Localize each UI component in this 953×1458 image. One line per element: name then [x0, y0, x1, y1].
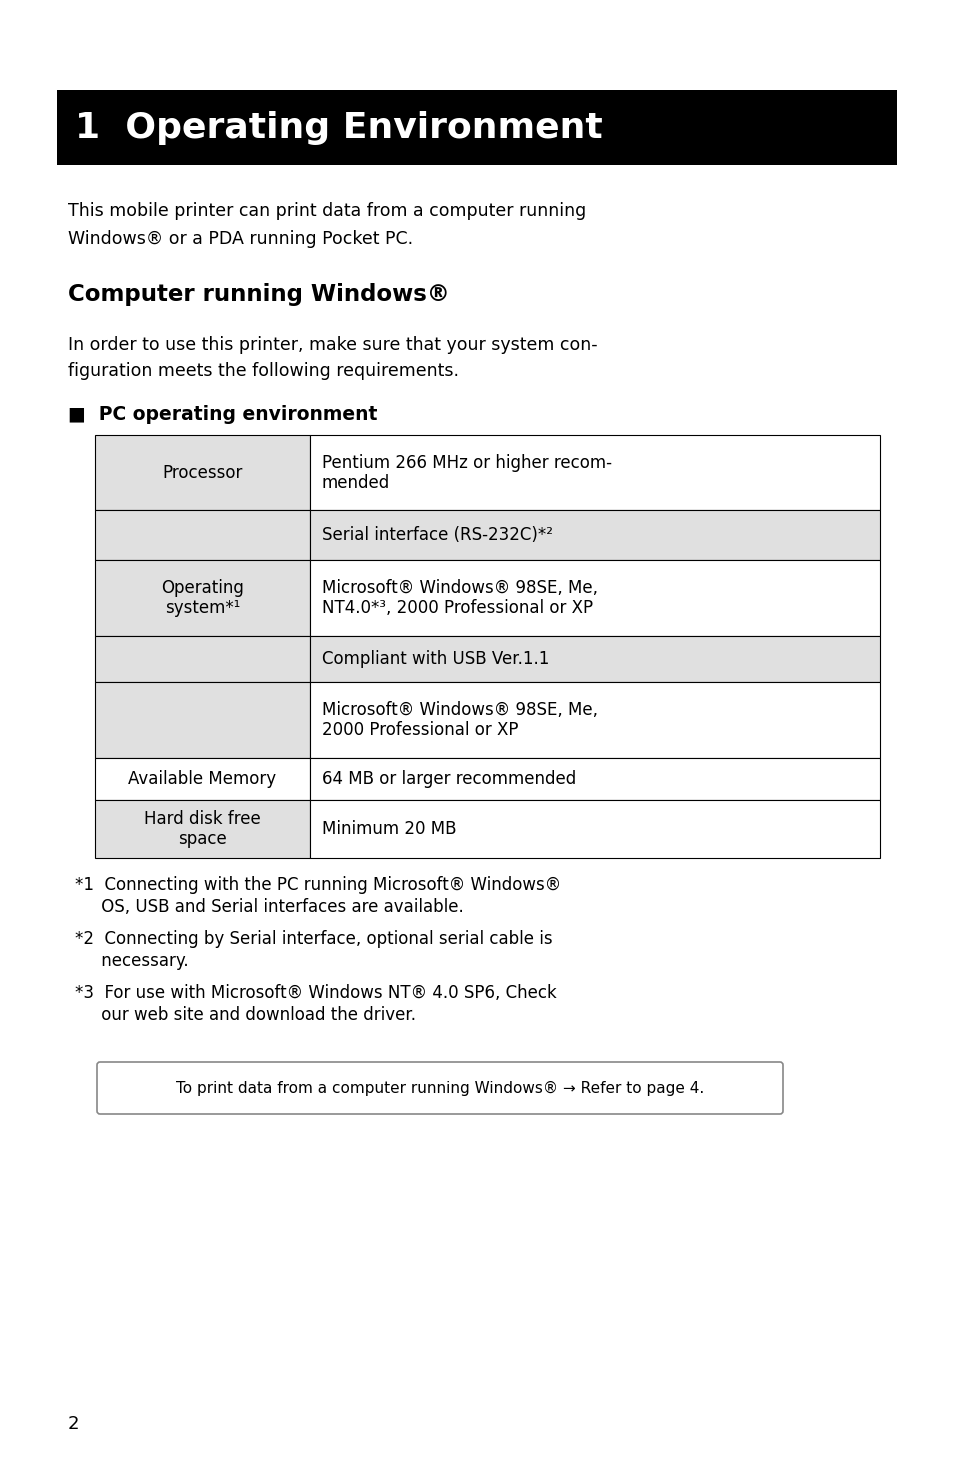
Text: Microsoft® Windows® 98SE, Me,: Microsoft® Windows® 98SE, Me, [322, 701, 598, 719]
Text: Computer running Windows®: Computer running Windows® [68, 283, 449, 306]
Text: ■  PC operating environment: ■ PC operating environment [68, 405, 377, 424]
Text: Microsoft® Windows® 98SE, Me,: Microsoft® Windows® 98SE, Me, [322, 579, 598, 596]
Bar [95, 510, 310, 560]
Text: *1  Connecting with the PC running Microsoft® Windows®: *1 Connecting with the PC running Micros… [75, 876, 560, 894]
Bar [57, 90, 896, 165]
Bar [95, 560, 310, 636]
Bar [95, 758, 310, 800]
Text: *2  Connecting by Serial interface, optional serial cable is: *2 Connecting by Serial interface, optio… [75, 930, 552, 948]
Text: 2: 2 [68, 1416, 79, 1433]
Text: Available Memory: Available Memory [129, 770, 276, 787]
Text: NT4.0*³, 2000 Professional or XP: NT4.0*³, 2000 Professional or XP [322, 599, 593, 617]
Bar [95, 636, 310, 682]
Bar [310, 636, 879, 682]
Text: Hard disk free: Hard disk free [144, 811, 260, 828]
Text: system*¹: system*¹ [165, 599, 240, 617]
Text: Pentium 266 MHz or higher recom-: Pentium 266 MHz or higher recom- [322, 453, 612, 471]
FancyBboxPatch shape [97, 1061, 782, 1114]
Bar [95, 682, 310, 758]
Bar [310, 434, 879, 510]
Text: OS, USB and Serial interfaces are available.: OS, USB and Serial interfaces are availa… [75, 898, 463, 916]
Bar [310, 758, 879, 800]
Text: Processor: Processor [162, 464, 242, 481]
Text: Operating: Operating [161, 579, 244, 596]
Bar [310, 682, 879, 758]
Text: To print data from a computer running Windows® → Refer to page 4.: To print data from a computer running Wi… [175, 1080, 703, 1095]
Bar [95, 800, 310, 857]
Text: figuration meets the following requirements.: figuration meets the following requireme… [68, 362, 458, 381]
Text: Serial interface (RS-232C)*²: Serial interface (RS-232C)*² [322, 526, 553, 544]
Text: In order to use this printer, make sure that your system con-: In order to use this printer, make sure … [68, 335, 597, 354]
Text: necessary.: necessary. [75, 952, 189, 970]
Text: our web site and download the driver.: our web site and download the driver. [75, 1006, 416, 1024]
Text: 2000 Professional or XP: 2000 Professional or XP [322, 722, 518, 739]
Text: Minimum 20 MB: Minimum 20 MB [322, 819, 456, 838]
Bar [310, 560, 879, 636]
Bar [310, 800, 879, 857]
Text: Compliant with USB Ver.1.1: Compliant with USB Ver.1.1 [322, 650, 549, 668]
Bar [310, 510, 879, 560]
Text: This mobile printer can print data from a computer running: This mobile printer can print data from … [68, 203, 586, 220]
Bar [95, 434, 310, 510]
Text: space: space [178, 830, 227, 849]
Text: 64 MB or larger recommended: 64 MB or larger recommended [322, 770, 576, 787]
Text: mended: mended [322, 474, 390, 491]
Text: Windows® or a PDA running Pocket PC.: Windows® or a PDA running Pocket PC. [68, 230, 413, 248]
Text: 1  Operating Environment: 1 Operating Environment [75, 111, 602, 144]
Text: *3  For use with Microsoft® Windows NT® 4.0 SP6, Check: *3 For use with Microsoft® Windows NT® 4… [75, 984, 557, 1002]
